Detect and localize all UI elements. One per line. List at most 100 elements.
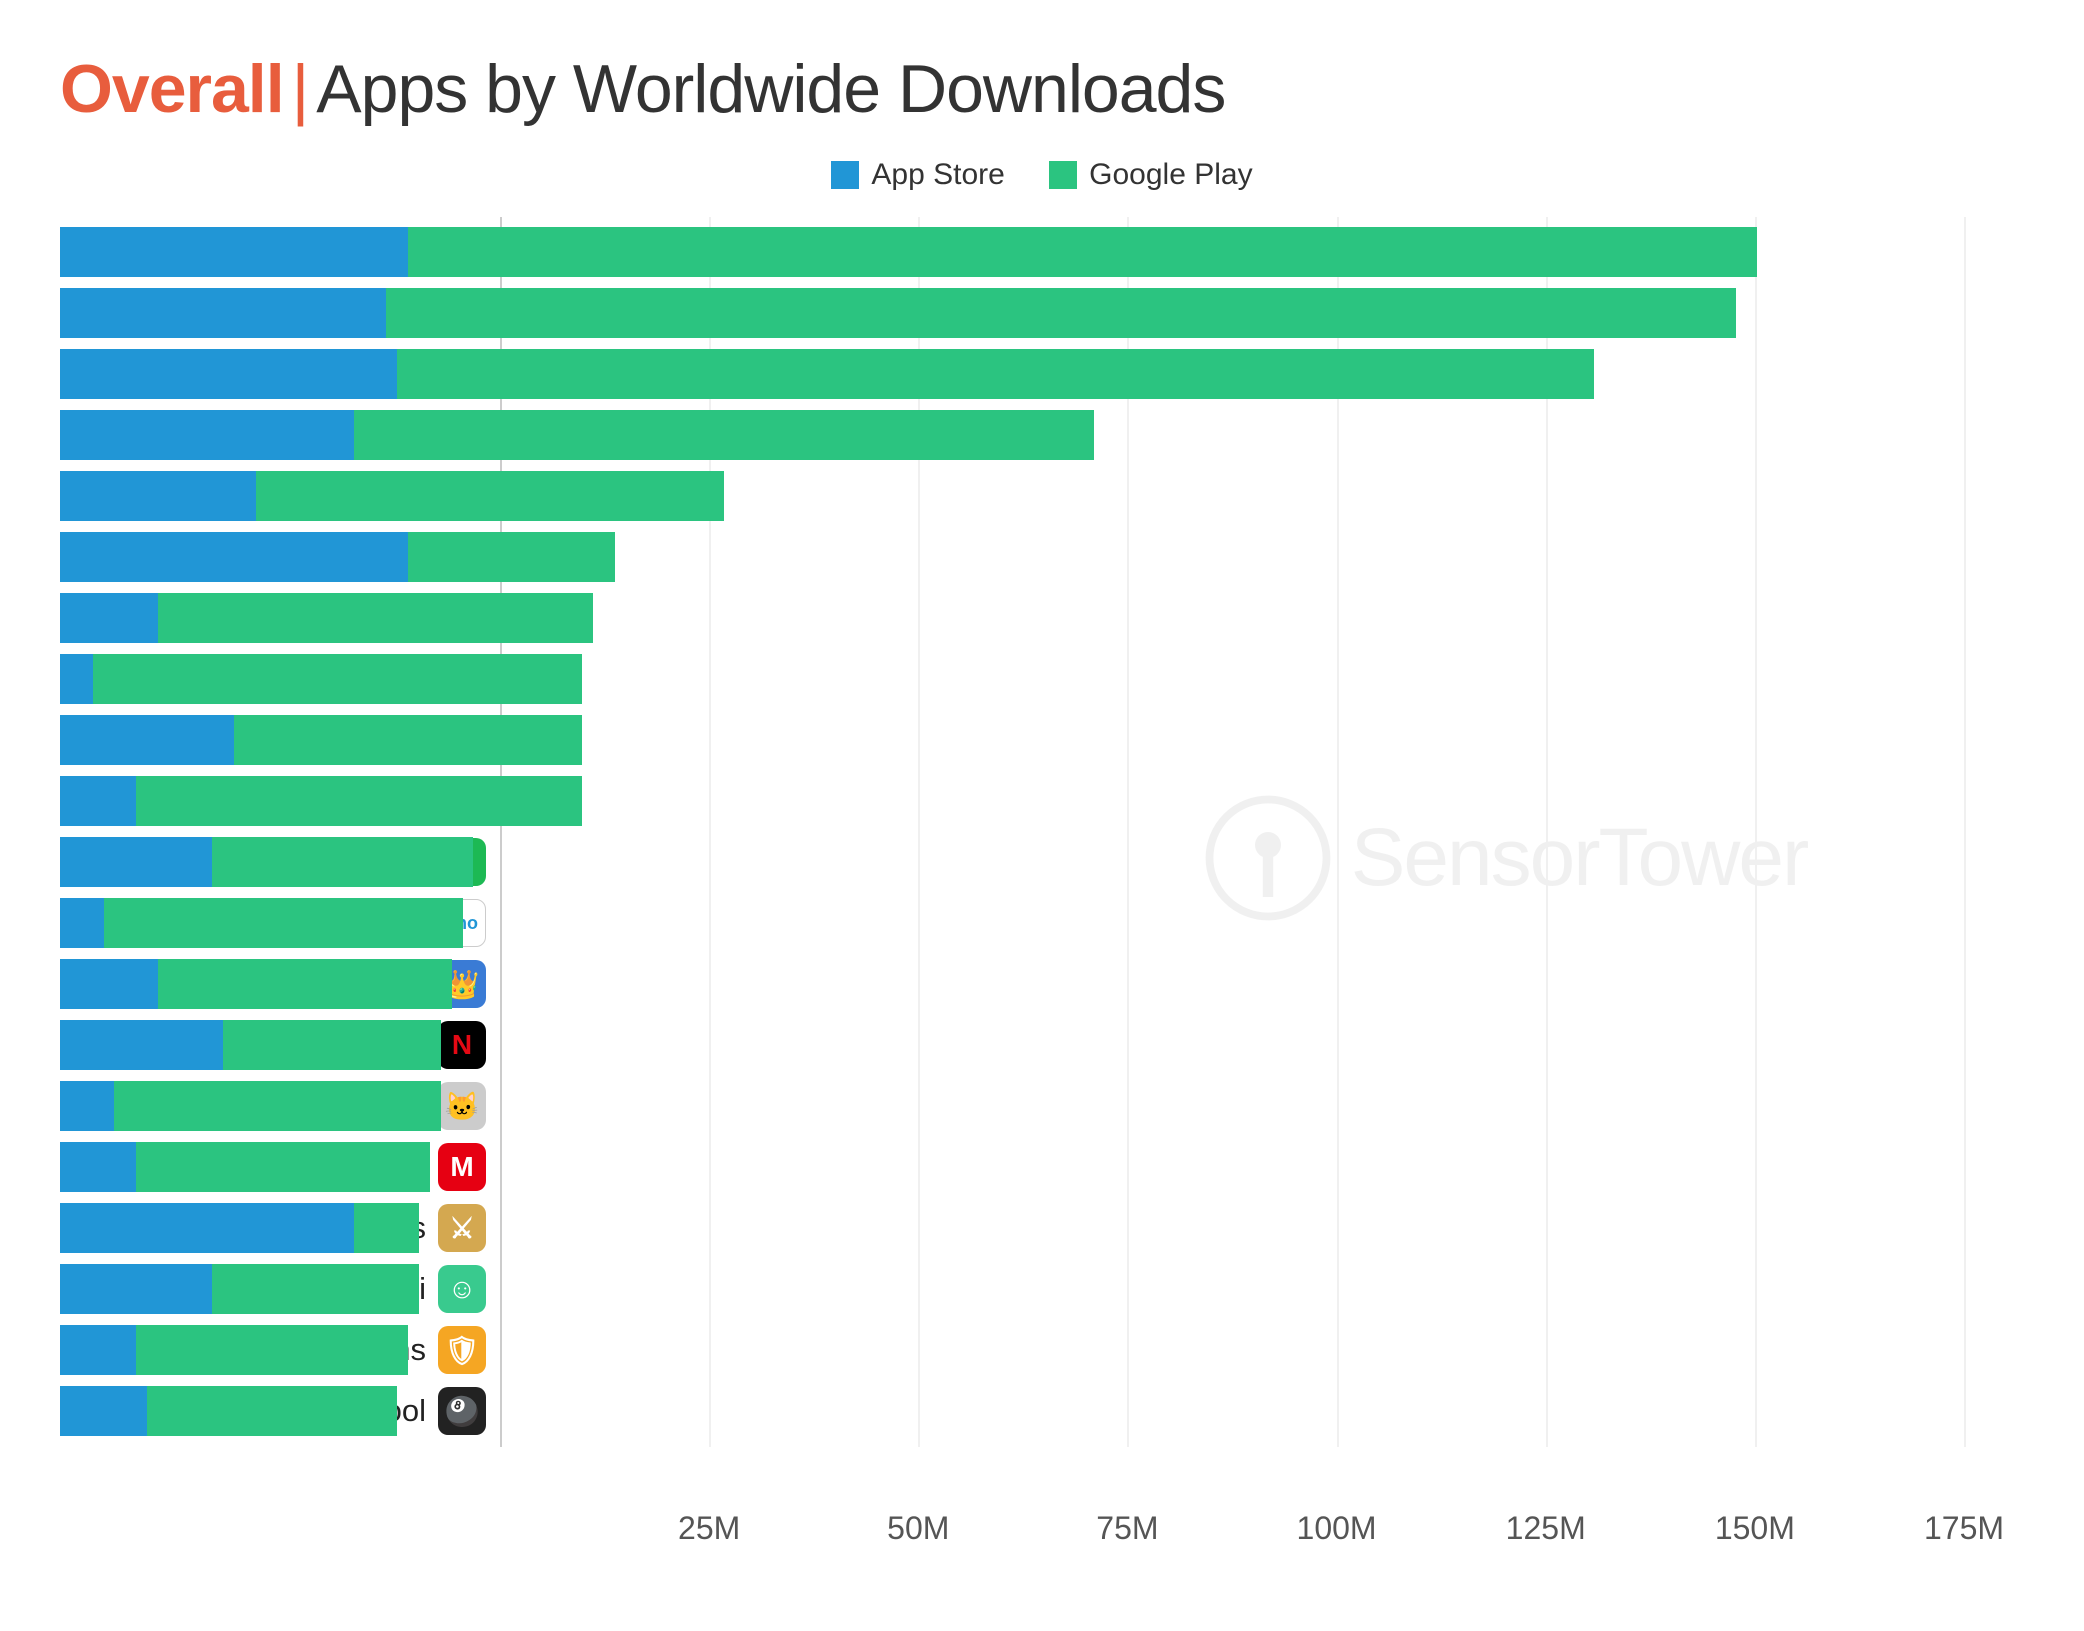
- bar-track: [60, 1264, 1964, 1314]
- chart-row: Facebookf: [60, 288, 1964, 338]
- bar-track: [60, 776, 1964, 826]
- bar-segment-googleplay: [114, 1081, 440, 1131]
- x-tick-label: 75M: [1096, 1510, 1158, 1547]
- gridline: [1546, 217, 1548, 1447]
- chart-row: UberU: [60, 715, 1964, 765]
- bar-track: [60, 288, 1964, 338]
- title-pipe: |: [292, 51, 309, 127]
- bar-track: [60, 898, 1964, 948]
- bar-segment-googleplay: [147, 1386, 397, 1436]
- bar-segment-appstore: [60, 776, 136, 826]
- legend-app-store: App Store: [831, 158, 1004, 192]
- bar-segment-googleplay: [223, 1020, 441, 1070]
- bar-segment-googleplay: [136, 1142, 430, 1192]
- bar-track: [60, 410, 1964, 460]
- bar-segment-appstore: [60, 532, 408, 582]
- x-tick-label: 125M: [1506, 1510, 1586, 1547]
- bar-segment-googleplay: [397, 349, 1594, 399]
- bar-track: [60, 532, 1964, 582]
- chart-row: Messenger💬: [60, 349, 1964, 399]
- bar-segment-googleplay: [386, 288, 1735, 338]
- gridline: [1755, 217, 1757, 1447]
- legend-label-googleplay: Google Play: [1089, 158, 1252, 192]
- bar-segment-googleplay: [212, 837, 473, 887]
- chart-row: 🎮8 Ball Pool🎱: [60, 1386, 1964, 1436]
- bar-segment-appstore: [60, 837, 212, 887]
- bar-track: [60, 1081, 1964, 1131]
- gridline: [918, 217, 920, 1447]
- legend: App Store Google Play: [60, 158, 2024, 197]
- chart-row: Instagram◉: [60, 410, 1964, 460]
- bar-segment-appstore: [60, 471, 256, 521]
- bar-track: [60, 227, 1964, 277]
- bar-segment-googleplay: [136, 1325, 408, 1375]
- bar-track: [60, 959, 1964, 1009]
- chart-row: 🎮Clash of Clans🛡: [60, 1325, 1964, 1375]
- legend-swatch-appstore: [831, 161, 859, 189]
- gridline: [1337, 217, 1339, 1447]
- x-tick-label: 100M: [1297, 1510, 1377, 1547]
- bar-segment-googleplay: [354, 410, 1094, 460]
- chart-row: UC Browser🐿: [60, 776, 1964, 826]
- bar-segment-appstore: [60, 1325, 136, 1375]
- chart-area: SensorTower 25M50M75M100M125M150M175MWha…: [500, 217, 1964, 1497]
- bar-segment-googleplay: [212, 1264, 419, 1314]
- bar-track: [60, 1203, 1964, 1253]
- bar-track: [60, 1325, 1964, 1375]
- chart-row: imoimo: [60, 898, 1964, 948]
- bar-segment-appstore: [60, 410, 354, 460]
- bar-segment-appstore: [60, 715, 234, 765]
- bar-track: [60, 1142, 1964, 1192]
- bar-segment-appstore: [60, 349, 397, 399]
- bar-segment-googleplay: [354, 1203, 419, 1253]
- x-tick-label: 50M: [887, 1510, 949, 1547]
- bar-segment-appstore: [60, 1142, 136, 1192]
- chart-row: WhatsApp✆: [60, 227, 1964, 277]
- x-tick-label: 25M: [678, 1510, 740, 1547]
- chart-title: Overall|Apps by Worldwide Downloads: [60, 50, 2024, 128]
- bar-segment-appstore: [60, 959, 158, 1009]
- bar-segment-appstore: [60, 654, 93, 704]
- chart-row: 🎮Subway Surfers🏃: [60, 593, 1964, 643]
- bar-track: [60, 1020, 1964, 1070]
- bar-track: [60, 471, 1964, 521]
- bar-segment-appstore: [60, 593, 158, 643]
- bar-track: [60, 1386, 1964, 1436]
- bar-segment-appstore: [60, 1081, 114, 1131]
- title-rest: Apps by Worldwide Downloads: [316, 51, 1225, 127]
- bar-segment-googleplay: [93, 654, 583, 704]
- legend-swatch-googleplay: [1049, 161, 1077, 189]
- bar-segment-googleplay: [158, 959, 452, 1009]
- gridline: [1964, 217, 1966, 1447]
- bar-segment-appstore: [60, 898, 104, 948]
- title-highlight: Overall: [60, 51, 284, 127]
- bar-segment-appstore: [60, 1386, 147, 1436]
- bar-segment-appstore: [60, 1264, 212, 1314]
- chart-row: 🎮Honor of Kings⚔: [60, 1203, 1964, 1253]
- bar-segment-appstore: [60, 1020, 223, 1070]
- chart-row: YouTube▶: [60, 532, 1964, 582]
- legend-google-play: Google Play: [1049, 158, 1252, 192]
- x-tick-label: 175M: [1924, 1510, 2004, 1547]
- bar-track: [60, 837, 1964, 887]
- y-axis: [500, 217, 502, 1447]
- chart-row: Snapchat👻: [60, 471, 1964, 521]
- bar-segment-googleplay: [408, 227, 1757, 277]
- chart-row: SHAREit◷: [60, 654, 1964, 704]
- bar-track: [60, 715, 1964, 765]
- bar-segment-googleplay: [104, 898, 463, 948]
- chart-row: 🎮Super Mario RunM: [60, 1142, 1964, 1192]
- bar-segment-appstore: [60, 1203, 354, 1253]
- bar-track: [60, 349, 1964, 399]
- bar-segment-googleplay: [136, 776, 582, 826]
- bar-segment-appstore: [60, 227, 408, 277]
- bar-segment-appstore: [60, 288, 386, 338]
- bar-segment-googleplay: [234, 715, 582, 765]
- chart-row: NetflixN: [60, 1020, 1964, 1070]
- bar-track: [60, 654, 1964, 704]
- bar-segment-googleplay: [408, 532, 615, 582]
- chart-row: Bitmoji☺: [60, 1264, 1964, 1314]
- bar-segment-googleplay: [256, 471, 724, 521]
- chart-row: 🎮My Talking Tom🐱: [60, 1081, 1964, 1131]
- chart-row: Spotify♪: [60, 837, 1964, 887]
